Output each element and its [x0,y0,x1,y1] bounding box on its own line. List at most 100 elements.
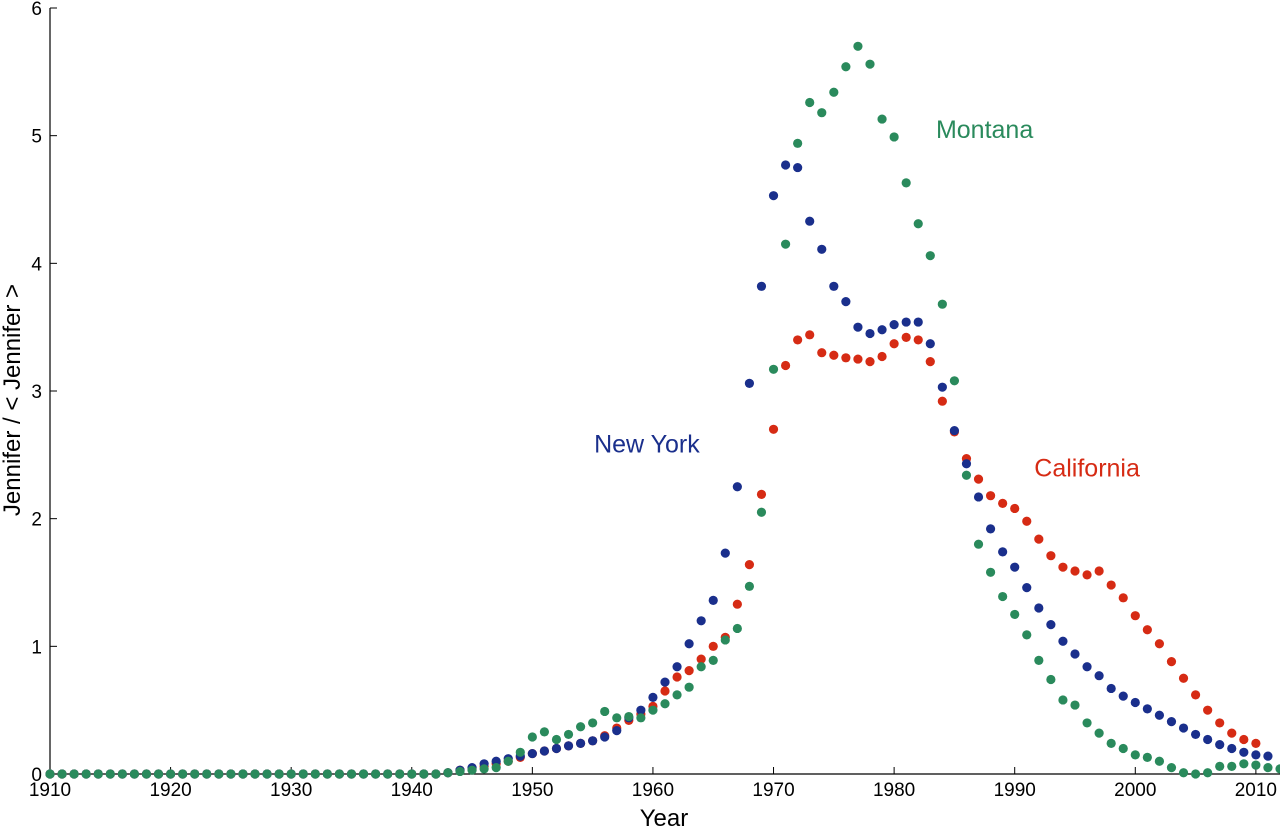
data-point-montana [998,591,1008,602]
x-tick-label: 1980 [873,780,915,801]
data-point-new-york [1058,636,1068,646]
data-point-new-york [756,281,767,291]
data-point-montana [732,623,742,634]
data-point-montana [1034,655,1044,665]
data-point-new-york [937,382,947,392]
data-point-montana [467,765,477,775]
data-point-montana [262,769,272,779]
data-point-new-york [829,281,839,291]
data-point-montana [780,239,791,249]
data-point-california [708,641,718,651]
data-point-montana [93,769,103,779]
data-point-montana [503,756,513,766]
data-point-montana [551,734,562,745]
data-point-california [793,335,803,345]
data-point-montana [1106,738,1116,748]
data-point-new-york [1142,704,1152,714]
x-tick-label: 1960 [632,780,674,801]
data-point-montana [1190,769,1201,779]
data-point-montana [45,769,55,779]
data-point-montana [913,219,923,229]
data-point-new-york [889,320,899,330]
data-point-montana [310,769,320,779]
data-point-california [998,498,1008,508]
data-point-montana [889,132,899,142]
data-point-california [756,489,767,500]
data-point-montana [1118,743,1128,754]
data-point-montana [69,769,79,779]
data-point-montana [1239,759,1249,769]
data-point-california [1190,690,1201,700]
data-point-new-york [865,328,875,339]
data-point-california [684,665,694,676]
data-point-montana [708,655,718,665]
data-point-montana [214,769,224,779]
data-point-california [1142,625,1152,635]
data-point-california [817,348,827,358]
x-tick-label: 1940 [391,780,433,801]
data-point-california [744,560,755,570]
data-point-montana [1251,760,1261,770]
data-point-new-york [973,492,984,502]
data-point-new-york [1022,583,1032,593]
y-tick-label: 1 [31,637,42,658]
data-point-california [853,354,863,364]
data-point-montana [660,699,670,709]
data-point-montana [1022,630,1032,640]
data-point-montana [105,769,115,779]
data-point-california [985,491,996,501]
data-point-montana [1178,768,1189,778]
data-point-new-york [1106,683,1116,694]
data-point-new-york [660,677,670,687]
data-point-new-york [1190,729,1201,740]
data-point-california [768,424,779,434]
data-point-montana [624,711,634,722]
data-point-montana [165,769,176,779]
data-point-california [696,654,706,664]
data-point-new-york [961,459,972,469]
data-point-montana [141,769,152,779]
data-point-montana [1082,718,1092,728]
data-point-montana [744,581,755,591]
data-point-montana [370,769,381,779]
data-point-montana [901,178,911,188]
data-point-new-york [805,216,815,226]
y-tick-label: 0 [31,765,42,786]
data-point-new-york [636,705,646,715]
data-point-new-york [1178,723,1189,733]
data-point-montana [793,138,803,148]
data-point-california [865,357,875,367]
data-point-new-york [1251,750,1261,760]
data-point-montana [768,364,779,374]
data-point-montana [491,763,501,773]
data-point-montana [1130,750,1140,760]
data-point-montana [696,662,706,672]
data-point-new-york [672,662,682,672]
data-point-montana [455,766,465,777]
data-point-montana [1070,700,1080,710]
data-point-california [973,474,984,484]
data-point-montana [1263,763,1273,773]
data-point-california [1215,718,1225,728]
data-point-california [1239,734,1249,745]
data-point-montana [925,251,935,261]
data-point-california [1106,580,1116,590]
data-point-montana [636,713,646,723]
data-point-montana [178,769,188,779]
data-point-california [913,335,923,345]
data-point-new-york [744,378,755,388]
data-point-new-york [817,244,827,254]
data-point-montana [153,769,164,779]
data-point-montana [877,114,887,124]
data-point-new-york [1094,671,1104,681]
data-point-california [1094,566,1104,576]
data-point-new-york [600,732,610,742]
data-point-california [1010,503,1020,514]
data-point-california [1022,516,1032,526]
data-point-montana [57,769,67,779]
y-axis-title: Jennifer / < Jennifer > [0,284,26,516]
data-point-montana [1010,609,1020,620]
y-tick-label: 5 [31,127,42,148]
data-point-new-york [985,524,996,534]
data-point-california [841,353,851,363]
